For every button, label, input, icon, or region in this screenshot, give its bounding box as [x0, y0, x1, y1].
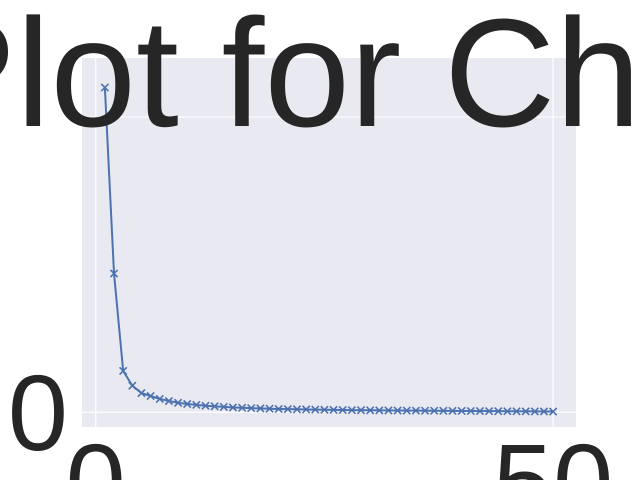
data-point: [466, 406, 475, 416]
y-tick-label: 0: [8, 352, 68, 473]
data-point: [420, 406, 430, 415]
data-point: [183, 399, 192, 409]
data-point: [338, 405, 347, 415]
data-point: [109, 269, 119, 278]
data-point: [521, 407, 530, 416]
data-point: [539, 407, 549, 416]
data-point: [530, 407, 539, 416]
data-point: [256, 404, 265, 413]
data-point: [201, 401, 210, 410]
plot-area: [82, 58, 576, 427]
data-point: [457, 406, 466, 416]
data-point: [393, 406, 402, 415]
series-group: [100, 83, 558, 416]
series-line: [103, 87, 554, 413]
data-point: [237, 403, 247, 412]
data-point: [494, 407, 503, 416]
x-tick-label: 0: [66, 421, 126, 480]
data-point: [311, 405, 320, 414]
data-point: [100, 83, 110, 92]
data-point: [411, 406, 421, 415]
data-point: [119, 366, 128, 376]
data-point: [192, 400, 201, 410]
data-point: [265, 404, 274, 413]
data-point: [274, 404, 283, 414]
data-point: [356, 406, 366, 415]
data-point: [512, 407, 521, 416]
data-point: [503, 407, 512, 416]
tick-labels: 0 50 0: [8, 352, 613, 480]
grid-lines: [82, 58, 576, 427]
data-point: [347, 405, 357, 415]
data-point: [329, 405, 338, 415]
data-point: [210, 402, 219, 411]
data-point: [247, 403, 256, 413]
data-point: [548, 407, 558, 416]
chart-title: Plot for Cho: [0, 0, 640, 159]
data-point: [484, 406, 494, 416]
data-point: [173, 398, 183, 407]
data-point: [164, 396, 174, 406]
x-tick-label: 50: [493, 421, 613, 480]
data-point: [402, 406, 411, 415]
data-point: [146, 391, 155, 401]
data-point: [228, 403, 238, 412]
data-point: [283, 404, 292, 414]
data-point: [384, 406, 393, 415]
data-point: [137, 388, 146, 398]
data-point: [375, 406, 384, 415]
data-point: [366, 406, 375, 415]
data-point: [430, 406, 439, 415]
data-point: [320, 405, 329, 414]
data-point: [448, 406, 457, 416]
data-point: [155, 394, 164, 404]
data-point: [292, 405, 302, 414]
data-point: [439, 406, 448, 415]
data-point: [219, 402, 228, 412]
data-point: [128, 381, 137, 390]
data-point: [475, 406, 485, 416]
data-point: [301, 405, 311, 414]
